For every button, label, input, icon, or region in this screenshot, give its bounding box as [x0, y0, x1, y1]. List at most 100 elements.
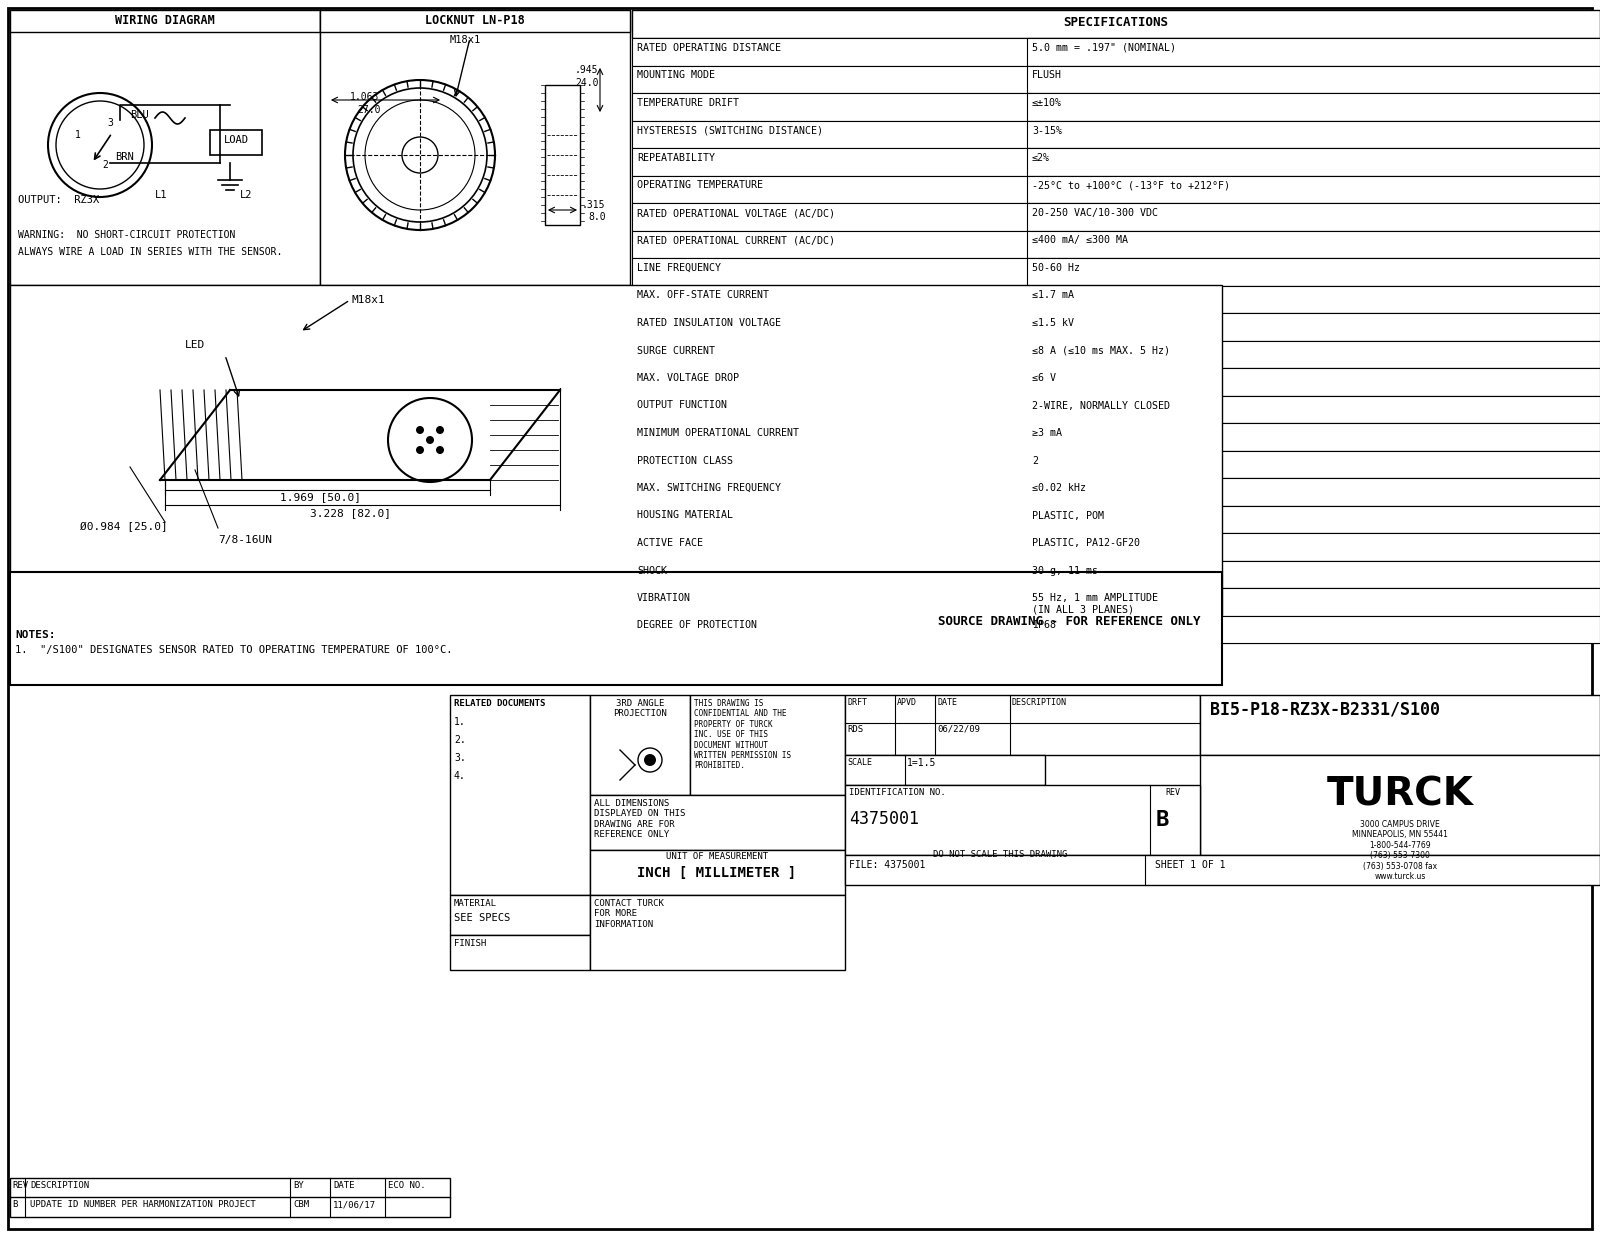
Bar	[1027, 148, 1600, 176]
Bar	[1027, 340, 1600, 367]
Text: ≤0.02 kHz: ≤0.02 kHz	[1032, 482, 1086, 494]
Text: DATE: DATE	[938, 698, 957, 708]
Text: TEMPERATURE DRIFT: TEMPERATURE DRIFT	[637, 98, 739, 108]
Bar	[845, 855, 1600, 884]
Text: 7/8-16UN: 7/8-16UN	[218, 534, 272, 546]
Bar	[1027, 450, 1600, 477]
Bar	[632, 340, 1600, 367]
Text: 11/06/17: 11/06/17	[333, 1200, 376, 1209]
Text: 2: 2	[1032, 455, 1038, 465]
Text: RDS: RDS	[846, 725, 862, 734]
Bar	[10, 10, 320, 285]
Text: 2-WIRE, NORMALLY CLOSED: 2-WIRE, NORMALLY CLOSED	[1032, 401, 1170, 411]
Bar	[632, 313, 1600, 340]
Text: CONTACT TURCK
FOR MORE
INFORMATION: CONTACT TURCK FOR MORE INFORMATION	[594, 899, 664, 929]
Text: 1: 1	[75, 130, 82, 140]
Text: RELATED DOCUMENTS: RELATED DOCUMENTS	[454, 699, 546, 708]
Text: TURCK: TURCK	[1326, 776, 1474, 813]
Text: ECO NO.: ECO NO.	[387, 1181, 426, 1190]
Text: ≤2%: ≤2%	[1032, 153, 1050, 163]
Text: 2.: 2.	[454, 735, 466, 745]
Bar	[210, 130, 262, 155]
Bar	[632, 396, 1600, 423]
Text: Ø0.984 [25.0]: Ø0.984 [25.0]	[80, 522, 168, 532]
Bar	[1200, 755, 1600, 855]
Text: LINE FREQUENCY: LINE FREQUENCY	[637, 263, 722, 273]
Text: SCALE: SCALE	[846, 758, 872, 767]
Text: APVD: APVD	[898, 698, 917, 708]
Bar	[845, 695, 1200, 755]
Bar	[590, 795, 845, 850]
Text: ACTIVE FACE: ACTIVE FACE	[637, 538, 702, 548]
Text: 30 g, 11 ms: 30 g, 11 ms	[1032, 565, 1098, 575]
Text: 1.: 1.	[454, 717, 466, 727]
Text: 3.: 3.	[454, 753, 466, 763]
Text: MAX. SWITCHING FREQUENCY: MAX. SWITCHING FREQUENCY	[637, 482, 781, 494]
Bar	[1027, 560, 1600, 588]
Text: BY: BY	[293, 1181, 304, 1190]
Bar	[546, 85, 579, 225]
Text: SPECIFICATIONS: SPECIFICATIONS	[1064, 16, 1168, 28]
Text: .315: .315	[582, 200, 605, 210]
Bar	[632, 450, 1600, 477]
Bar	[450, 695, 590, 896]
Text: UPDATE ID NUMBER PER HARMONIZATION PROJECT: UPDATE ID NUMBER PER HARMONIZATION PROJE…	[30, 1200, 256, 1209]
Text: DEGREE OF PROTECTION: DEGREE OF PROTECTION	[637, 621, 757, 631]
Text: ≥3 mA: ≥3 mA	[1032, 428, 1062, 438]
Bar	[10, 1197, 450, 1217]
Text: PROTECTION CLASS: PROTECTION CLASS	[637, 455, 733, 465]
Text: 24.0: 24.0	[574, 78, 598, 88]
Text: REPEATABILITY: REPEATABILITY	[637, 153, 715, 163]
Bar	[450, 935, 590, 970]
Text: INCH [ MILLIMETER ]: INCH [ MILLIMETER ]	[637, 866, 797, 880]
Bar	[632, 148, 1600, 176]
Text: M18x1: M18x1	[352, 294, 386, 306]
Text: DATE: DATE	[333, 1181, 355, 1190]
Text: ALL DIMENSIONS
DISPLAYED ON THIS
DRAWING ARE FOR
REFERENCE ONLY: ALL DIMENSIONS DISPLAYED ON THIS DRAWING…	[594, 799, 685, 839]
Bar	[632, 506, 1600, 533]
Text: 3RD ANGLE
PROJECTION: 3RD ANGLE PROJECTION	[613, 699, 667, 719]
Text: RATED OPERATIONAL VOLTAGE (AC/DC): RATED OPERATIONAL VOLTAGE (AC/DC)	[637, 208, 835, 218]
Text: MAX. OFF-STATE CURRENT: MAX. OFF-STATE CURRENT	[637, 291, 770, 301]
Bar	[845, 785, 1200, 855]
Text: -25°C to +100°C (-13°F to +212°F): -25°C to +100°C (-13°F to +212°F)	[1032, 181, 1230, 190]
Bar	[632, 259, 1600, 286]
Text: BI5-P18-RZ3X-B2331/S100: BI5-P18-RZ3X-B2331/S100	[1210, 700, 1440, 717]
Bar	[1027, 66, 1600, 93]
Bar	[1027, 38, 1600, 66]
Text: 3.228 [82.0]: 3.228 [82.0]	[310, 508, 390, 518]
Text: PLASTIC, PA12-GF20: PLASTIC, PA12-GF20	[1032, 538, 1139, 548]
Text: MAX. VOLTAGE DROP: MAX. VOLTAGE DROP	[637, 374, 739, 383]
Text: 1.969 [50.0]: 1.969 [50.0]	[280, 492, 362, 502]
Bar	[10, 10, 320, 32]
Bar	[632, 616, 1600, 643]
Bar	[1027, 423, 1600, 450]
Bar	[1027, 259, 1600, 286]
Bar	[320, 10, 630, 285]
Text: 3: 3	[107, 118, 114, 127]
Bar	[1027, 93, 1600, 120]
Text: 1.063: 1.063	[350, 92, 379, 101]
Text: 3-15%: 3-15%	[1032, 125, 1062, 136]
Text: ≤±10%: ≤±10%	[1032, 98, 1062, 108]
Text: ALWAYS WIRE A LOAD IN SERIES WITH THE SENSOR.: ALWAYS WIRE A LOAD IN SERIES WITH THE SE…	[18, 247, 282, 257]
Text: DESCRIPTION: DESCRIPTION	[1013, 698, 1067, 708]
Text: IDENTIFICATION NO.: IDENTIFICATION NO.	[850, 788, 946, 797]
Text: LED: LED	[186, 340, 205, 350]
Text: M18x1: M18x1	[450, 35, 482, 45]
Text: 5.0 mm = .197" (NOMINAL): 5.0 mm = .197" (NOMINAL)	[1032, 43, 1176, 53]
Text: ≤8 A (≤10 ms MAX. 5 Hz): ≤8 A (≤10 ms MAX. 5 Hz)	[1032, 345, 1170, 355]
Circle shape	[643, 755, 656, 766]
Bar	[632, 477, 1600, 506]
Bar	[590, 695, 690, 795]
Text: UNIT OF MEASUREMENT: UNIT OF MEASUREMENT	[666, 852, 768, 861]
Bar	[632, 367, 1600, 396]
Bar	[632, 588, 1600, 630]
Text: REV: REV	[1165, 788, 1181, 797]
Bar	[632, 93, 1600, 120]
Bar	[450, 896, 590, 935]
Text: WIRING DIAGRAM: WIRING DIAGRAM	[115, 14, 214, 27]
Text: PLASTIC, POM: PLASTIC, POM	[1032, 511, 1104, 521]
Bar	[1027, 176, 1600, 203]
Text: FLUSH: FLUSH	[1032, 71, 1062, 80]
